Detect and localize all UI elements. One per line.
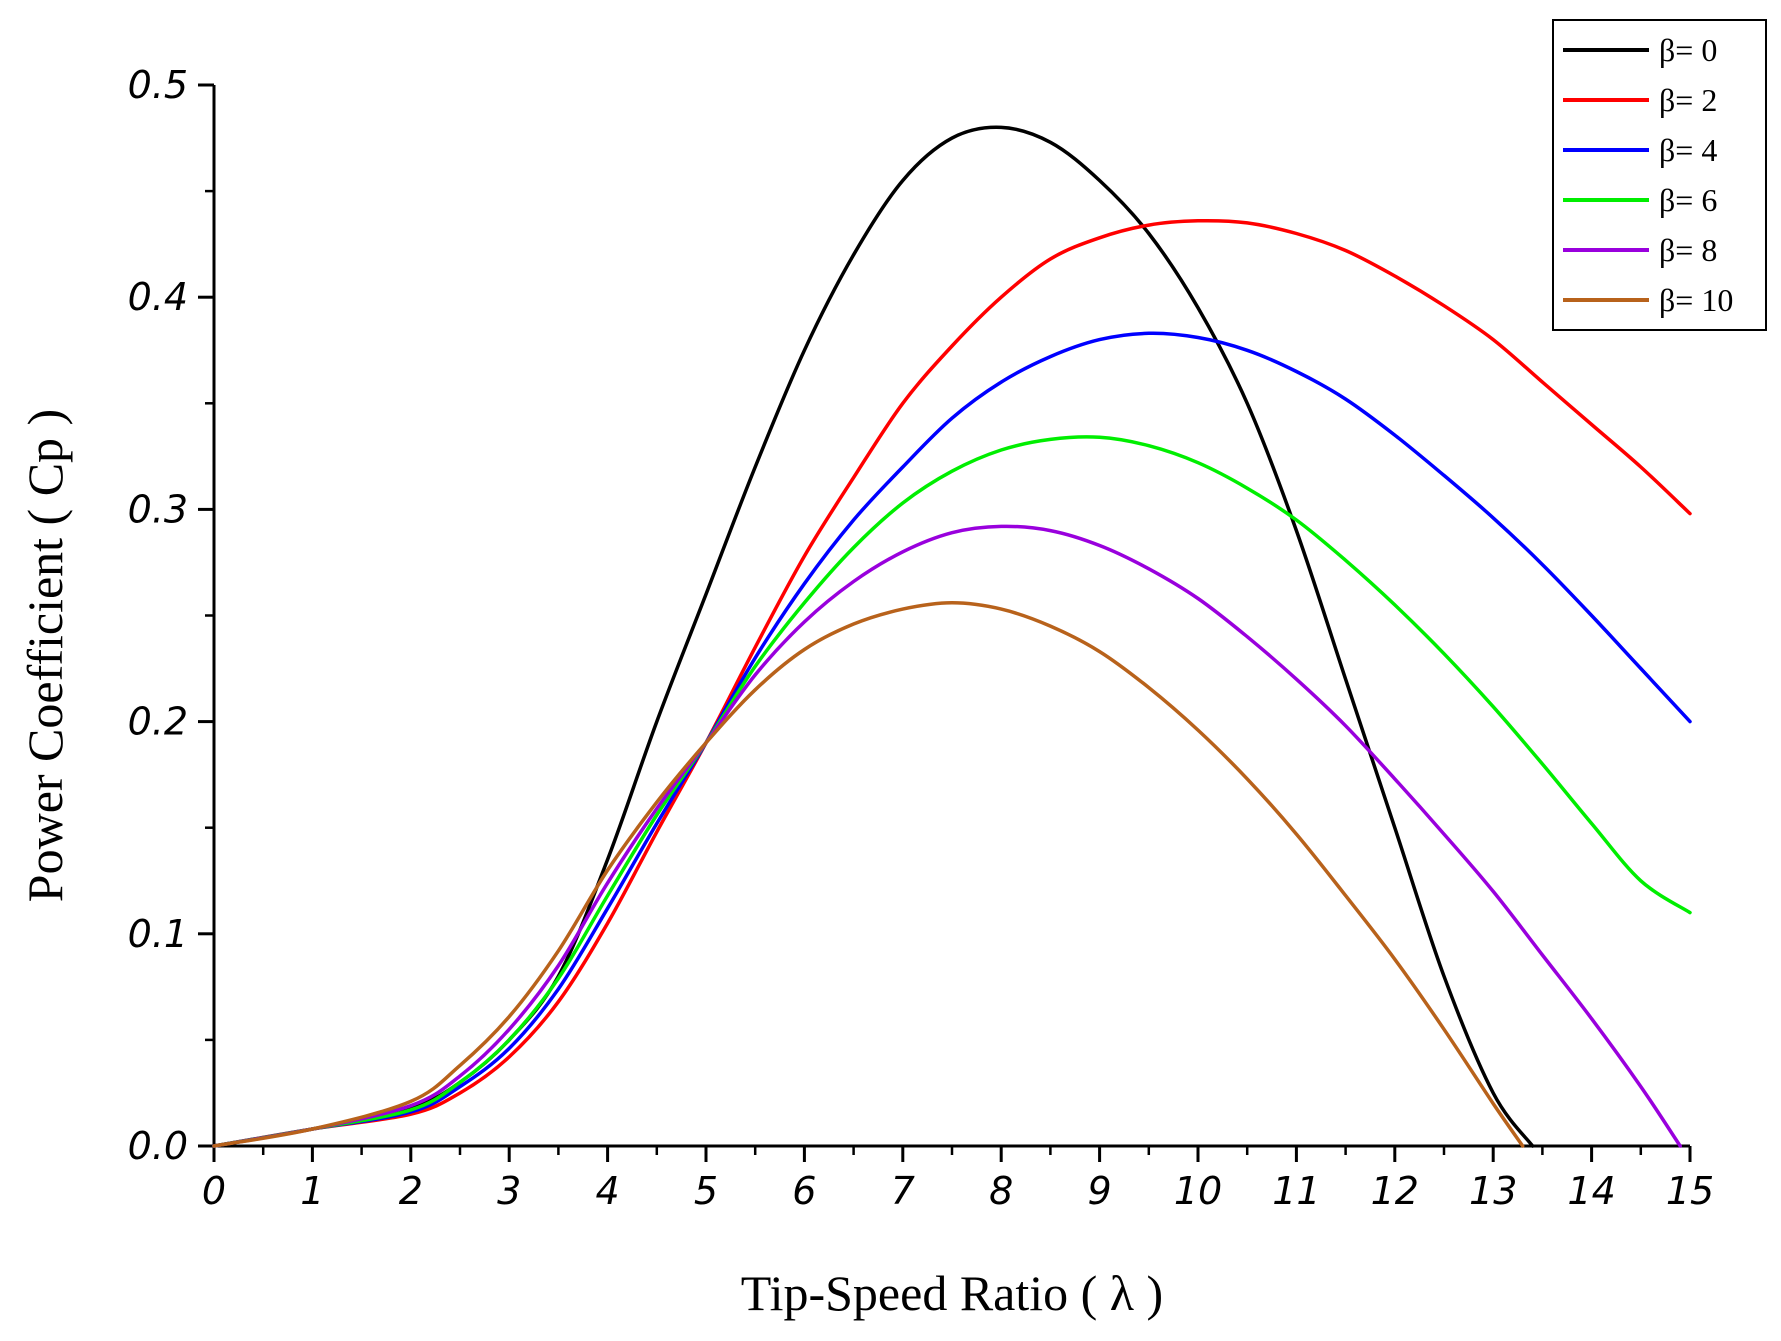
y-tick-label: 0.3 [128,487,188,531]
series-line-beta-5 [212,601,1525,1148]
legend: β= 0 β= 2 β= 4 β= 6 β= 8 β= 10 [1552,19,1767,331]
legend-label: β= 4 [1659,132,1717,168]
x-tick-label: 6 [792,1169,816,1213]
x-tick-label: 11 [1272,1169,1320,1213]
x-tick-label: 7 [891,1169,915,1213]
legend-label: β= 0 [1659,32,1717,68]
series-line-beta-3 [212,435,1692,1148]
y-tick-label: 0.0 [128,1124,188,1168]
x-tick-label: 8 [989,1169,1013,1213]
legend-label: β= 8 [1659,232,1717,268]
y-tick-label: 0.1 [128,912,188,956]
y-tick-label: 0.5 [128,63,188,107]
series-line-beta-2 [212,331,1692,1148]
x-tick-label: 3 [497,1169,521,1213]
legend-frame [1552,19,1767,331]
x-tick-label: 4 [596,1169,620,1213]
x-tick-label: 9 [1088,1169,1112,1213]
series-lines [212,125,1692,1148]
x-tick-label: 5 [694,1169,718,1213]
x-tick-label: 2 [399,1169,423,1213]
series-line-beta-0 [212,125,1535,1148]
legend-label: β= 2 [1659,82,1717,118]
x-tick-label: 13 [1469,1169,1517,1213]
legend-label: β= 6 [1659,182,1717,218]
y-axis-title: Power Coefficient ( Cp ) [17,409,73,902]
y-tick-label: 0.4 [128,275,188,319]
y-axis-ticks: 0.0 0.1 0.2 0.3 0.4 0.5 [128,63,214,1168]
x-tick-label: 15 [1666,1169,1714,1213]
x-tick-label: 14 [1567,1169,1615,1213]
x-tick-label: 12 [1371,1169,1419,1213]
series-line-beta-4 [212,524,1682,1148]
x-axis-ticks: 0 1 2 3 4 5 6 7 8 9 10 11 12 13 14 15 [202,1146,1714,1213]
x-tick-label: 1 [300,1169,324,1213]
x-axis-title: Tip-Speed Ratio ( λ ) [741,1265,1163,1321]
x-tick-label: 0 [202,1169,226,1213]
legend-label: β= 10 [1659,282,1733,318]
series-line-beta-1 [212,218,1692,1148]
y-tick-label: 0.2 [128,700,188,744]
x-tick-label: 10 [1174,1169,1222,1213]
